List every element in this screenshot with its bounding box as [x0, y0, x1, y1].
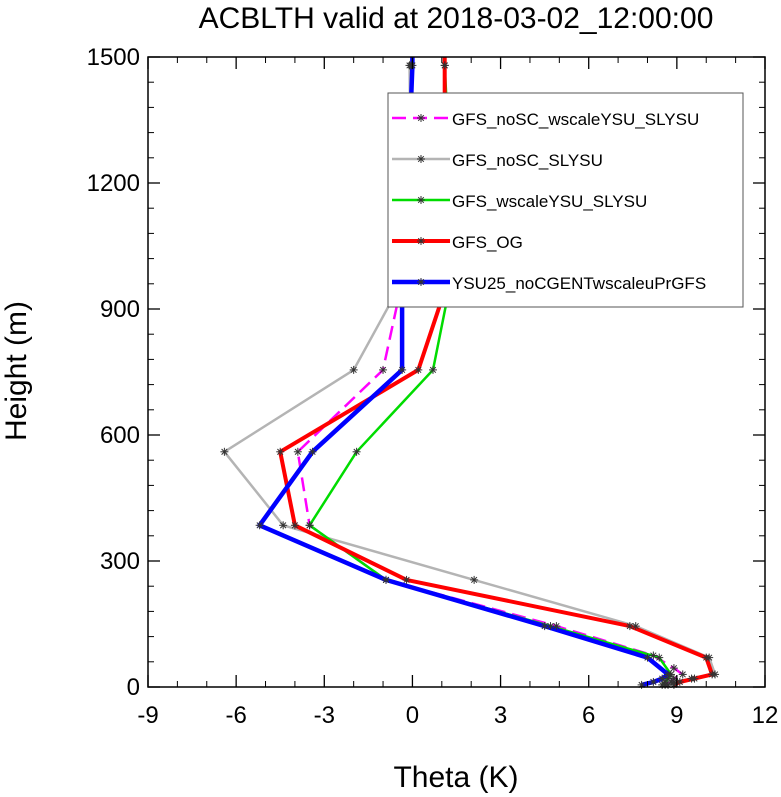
data-point-marker [220, 447, 229, 456]
legend-label: GFS_noSC_SLYSU [452, 151, 603, 170]
data-point-marker [690, 674, 699, 683]
legend-marker [417, 155, 425, 163]
data-point-marker [708, 670, 717, 679]
data-point-marker [290, 521, 299, 530]
data-point-marker [349, 365, 358, 374]
data-point-marker [658, 674, 667, 683]
data-point-marker [379, 365, 388, 374]
legend-marker [417, 196, 425, 204]
y-tick-label: 0 [127, 674, 140, 701]
y-tick-label: 300 [100, 548, 140, 575]
x-tick-label: 12 [752, 702, 779, 729]
data-point-marker [655, 653, 664, 662]
data-point-marker [279, 521, 288, 530]
data-point-marker [428, 365, 437, 374]
data-point-marker [669, 664, 678, 673]
y-axis-label: Height (m) [0, 301, 33, 441]
data-point-marker [702, 653, 711, 662]
x-tick-label: 3 [494, 702, 507, 729]
data-point-marker [293, 447, 302, 456]
legend-marker [417, 237, 425, 245]
legend-marker [417, 114, 425, 122]
x-tick-label: 6 [582, 702, 595, 729]
data-point-marker [352, 447, 361, 456]
data-point-marker [440, 61, 449, 70]
x-tick-label: 9 [670, 702, 683, 729]
legend-marker [417, 278, 425, 286]
y-tick-label: 1500 [87, 44, 140, 71]
data-point-marker [664, 670, 673, 679]
data-point-marker [255, 521, 264, 530]
x-tick-label: 0 [406, 702, 419, 729]
plot-frame [147, 56, 766, 688]
marker-layer [220, 61, 720, 689]
data-point-marker [643, 653, 652, 662]
x-tick-label: -6 [225, 702, 246, 729]
tick-layer: -9 -6 -3 0 3 6 9 12 0 300 600 900 1200 1500 [87, 44, 779, 729]
legend-label: YSU25_noCGENTwscaleuPrGFS [452, 274, 706, 293]
x-tick-label: -3 [314, 702, 335, 729]
chart-title: ACBLTH valid at 2018-03-02_12:00:00 [199, 2, 714, 35]
data-point-marker [678, 670, 687, 679]
data-point-marker [470, 575, 479, 584]
y-tick-label: 600 [100, 422, 140, 449]
data-point-marker [305, 521, 314, 530]
data-point-marker [649, 651, 658, 660]
data-point-marker [402, 575, 411, 584]
x-tick-label: -9 [137, 702, 158, 729]
x-axis-label: Theta (K) [393, 761, 518, 794]
data-point-marker [381, 575, 390, 584]
data-point-marker [631, 622, 640, 631]
data-point-marker [308, 447, 317, 456]
y-tick-label: 1200 [87, 170, 140, 197]
legend-label: GFS_noSC_wscaleYSU_SLYSU [452, 110, 699, 129]
data-point-marker [625, 622, 634, 631]
data-point-marker [414, 365, 423, 374]
data-point-marker [540, 622, 549, 631]
data-point-marker [649, 677, 658, 686]
data-point-marker [398, 365, 407, 374]
y-tick-label: 900 [100, 296, 140, 323]
data-point-marker [276, 447, 285, 456]
legend-label: GFS_OG [452, 233, 523, 252]
legend: GFS_noSC_wscaleYSU_SLYSU GFS_noSC_SLYSU GF… [387, 92, 744, 308]
legend-label: GFS_wscaleYSU_SLYSU [452, 192, 647, 211]
